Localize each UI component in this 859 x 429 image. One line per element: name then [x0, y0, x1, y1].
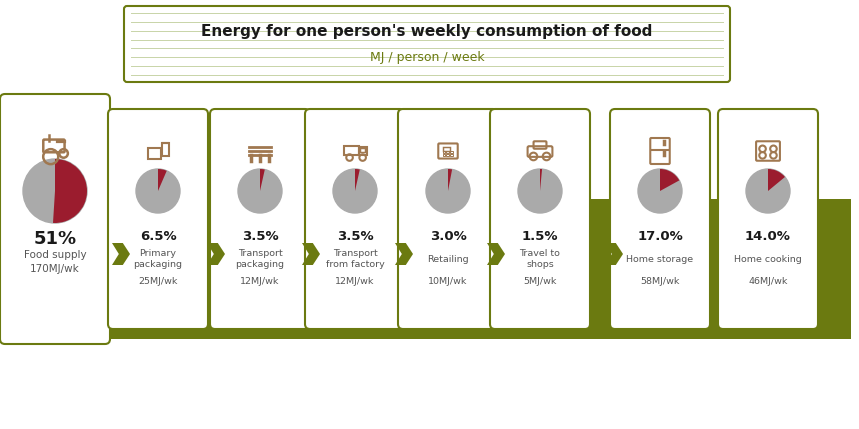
Wedge shape [768, 169, 785, 191]
Polygon shape [487, 243, 505, 265]
Polygon shape [605, 243, 623, 265]
FancyBboxPatch shape [398, 109, 498, 329]
Wedge shape [660, 169, 679, 191]
Text: 170MJ/wk: 170MJ/wk [30, 264, 80, 274]
Text: 10MJ/wk: 10MJ/wk [429, 277, 467, 286]
Circle shape [638, 169, 682, 213]
Polygon shape [8, 199, 851, 339]
Circle shape [23, 159, 87, 223]
Text: Primary
packaging: Primary packaging [133, 249, 182, 269]
Wedge shape [260, 169, 265, 191]
Text: Travel to
shops: Travel to shops [520, 249, 560, 269]
Polygon shape [207, 243, 225, 265]
Text: 14.0%: 14.0% [745, 230, 791, 244]
Text: Transport
packaging: Transport packaging [235, 249, 284, 269]
FancyBboxPatch shape [108, 109, 208, 329]
Text: 17.0%: 17.0% [637, 230, 683, 244]
Text: 25MJ/wk: 25MJ/wk [138, 277, 178, 286]
Wedge shape [158, 169, 167, 191]
FancyBboxPatch shape [305, 109, 405, 329]
Text: 51%: 51% [34, 230, 76, 248]
Wedge shape [540, 169, 542, 191]
Text: 58MJ/wk: 58MJ/wk [640, 277, 679, 286]
Text: 1.5%: 1.5% [521, 230, 558, 244]
Circle shape [238, 169, 282, 213]
Wedge shape [355, 169, 360, 191]
Text: 5MJ/wk: 5MJ/wk [523, 277, 557, 286]
FancyBboxPatch shape [0, 94, 110, 344]
Text: 3.0%: 3.0% [430, 230, 466, 244]
FancyBboxPatch shape [610, 109, 710, 329]
Wedge shape [53, 159, 87, 223]
Text: Retailing: Retailing [427, 254, 469, 263]
Text: Home cooking: Home cooking [734, 254, 801, 263]
Text: 12MJ/wk: 12MJ/wk [241, 277, 280, 286]
Text: Home storage: Home storage [626, 254, 693, 263]
Polygon shape [112, 243, 130, 265]
Circle shape [333, 169, 377, 213]
Circle shape [746, 169, 790, 213]
Text: Energy for one person's weekly consumption of food: Energy for one person's weekly consumpti… [201, 24, 653, 39]
FancyBboxPatch shape [210, 109, 310, 329]
Polygon shape [395, 243, 413, 265]
FancyBboxPatch shape [490, 109, 590, 329]
Text: Transport
from factory: Transport from factory [326, 249, 384, 269]
Text: 46MJ/wk: 46MJ/wk [748, 277, 788, 286]
Text: Food supply: Food supply [24, 250, 86, 260]
Wedge shape [448, 169, 452, 191]
Text: MJ / person / week: MJ / person / week [369, 51, 484, 64]
Text: 12MJ/wk: 12MJ/wk [335, 277, 375, 286]
Polygon shape [302, 243, 320, 265]
Text: 3.5%: 3.5% [337, 230, 374, 244]
Circle shape [136, 169, 180, 213]
Circle shape [426, 169, 470, 213]
FancyBboxPatch shape [124, 6, 730, 82]
Text: 3.5%: 3.5% [241, 230, 278, 244]
FancyBboxPatch shape [718, 109, 818, 329]
Text: 6.5%: 6.5% [140, 230, 176, 244]
Circle shape [518, 169, 562, 213]
